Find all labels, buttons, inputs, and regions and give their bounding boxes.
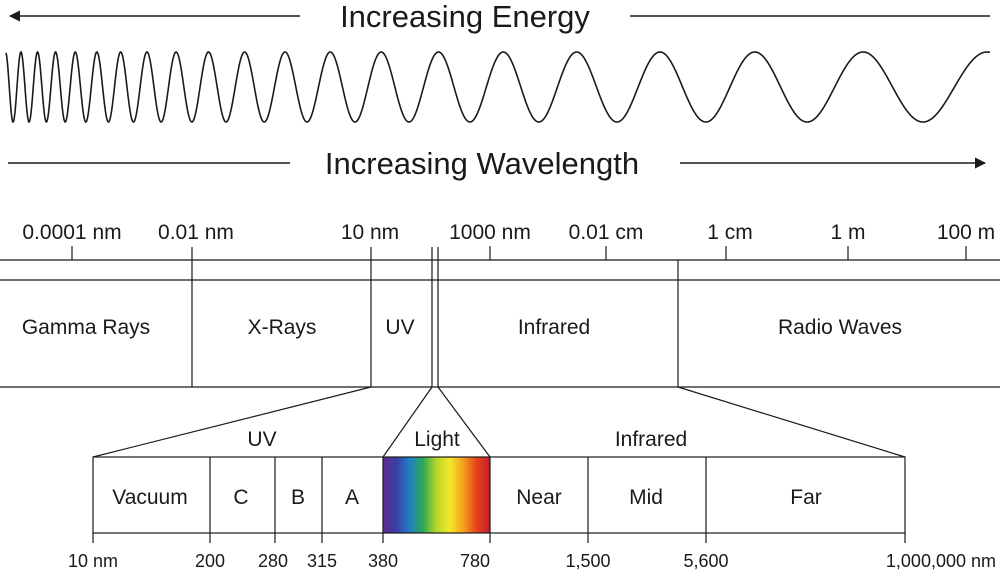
detail-tick-label: 200	[195, 551, 225, 571]
scale-tick-label: 0.01 cm	[569, 221, 644, 244]
detail-header-uv: UV	[247, 428, 276, 451]
zoom-line-light-left	[382, 386, 433, 458]
band-table: Gamma Rays X-Rays UV Infrared Radio Wave…	[0, 247, 1000, 388]
wavelength-label: Increasing Wavelength	[325, 146, 639, 181]
zoom-line-light-right	[437, 386, 491, 458]
detail-tick-label: 1,000,000 nm	[886, 551, 996, 571]
band-label-infrared: Infrared	[518, 316, 590, 339]
detail-cell-near: Near	[516, 486, 562, 509]
scale-tick-labels: 0.0001 nm 0.01 nm 10 nm 1000 nm 0.01 cm …	[22, 221, 995, 244]
scale-ticks	[71, 246, 967, 260]
detail-cell-vacuum: Vacuum	[112, 486, 187, 509]
scale-tick-label: 1 cm	[707, 221, 753, 244]
detail-cell-uv-c: C	[233, 486, 248, 509]
scale-tick-label: 100 m	[937, 221, 995, 244]
detail-table: Vacuum C B A Near Mid Far	[92, 456, 906, 543]
zoom-line-left	[92, 386, 372, 458]
energy-arrow: Increasing Energy	[8, 0, 990, 34]
detail-tick-label: 280	[258, 551, 288, 571]
detail-header-light: Light	[414, 428, 460, 451]
scale-tick-label: 0.0001 nm	[22, 221, 121, 244]
detail-tick-label: 1,500	[565, 551, 610, 571]
zoom-line-right	[677, 386, 906, 458]
detail-cell-mid: Mid	[629, 486, 663, 509]
detail-cell-uv-b: B	[291, 486, 305, 509]
zoom-connectors	[92, 386, 906, 458]
detail-table-frame	[92, 456, 906, 534]
detail-cell-uv-a: A	[345, 486, 359, 509]
band-label-uv: UV	[385, 316, 414, 339]
scale-tick-label: 0.01 nm	[158, 221, 234, 244]
detail-tick-label: 5,600	[683, 551, 728, 571]
wavelength-arrow: Increasing Wavelength	[8, 146, 987, 181]
detail-tick-label: 380	[368, 551, 398, 571]
detail-tick-label: 780	[460, 551, 490, 571]
band-label-radio-waves: Radio Waves	[778, 316, 902, 339]
band-label-gamma-rays: Gamma Rays	[22, 316, 150, 339]
energy-label: Increasing Energy	[340, 0, 590, 34]
band-label-x-rays: X-Rays	[248, 316, 317, 339]
scale-tick-label: 1000 nm	[449, 221, 531, 244]
detail-tick-label: 10 nm	[68, 551, 118, 571]
visible-spectrum-gradient	[383, 457, 490, 533]
detail-header-infrared: Infrared	[615, 428, 687, 451]
detail-tick-label: 315	[307, 551, 337, 571]
scale-tick-label: 1 m	[830, 221, 865, 244]
detail-cell-far: Far	[790, 486, 822, 509]
wave-line	[5, 50, 991, 124]
scale-tick-label: 10 nm	[341, 221, 399, 244]
detail-tick-labels: 10 nm 200 280 315 380 780 1,500 5,600 1,…	[68, 551, 996, 571]
